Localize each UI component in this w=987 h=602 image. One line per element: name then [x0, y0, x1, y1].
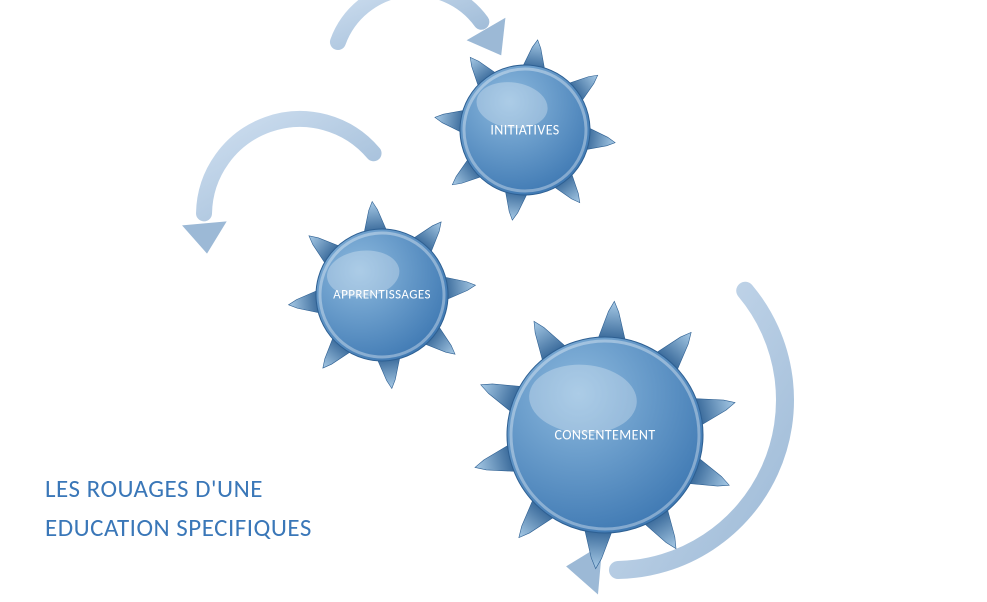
gears-diagram: { "type": "infographic", "background_col… [0, 0, 987, 602]
gear-initiatives-label: INITIATIVES [490, 122, 559, 139]
gear-consentement-label: CONSENTEMENT [554, 427, 655, 444]
gear-consentement: CONSENTEMENT [455, 285, 755, 585]
gear-apprentissages-label: APPRENTISSAGES [333, 288, 431, 303]
